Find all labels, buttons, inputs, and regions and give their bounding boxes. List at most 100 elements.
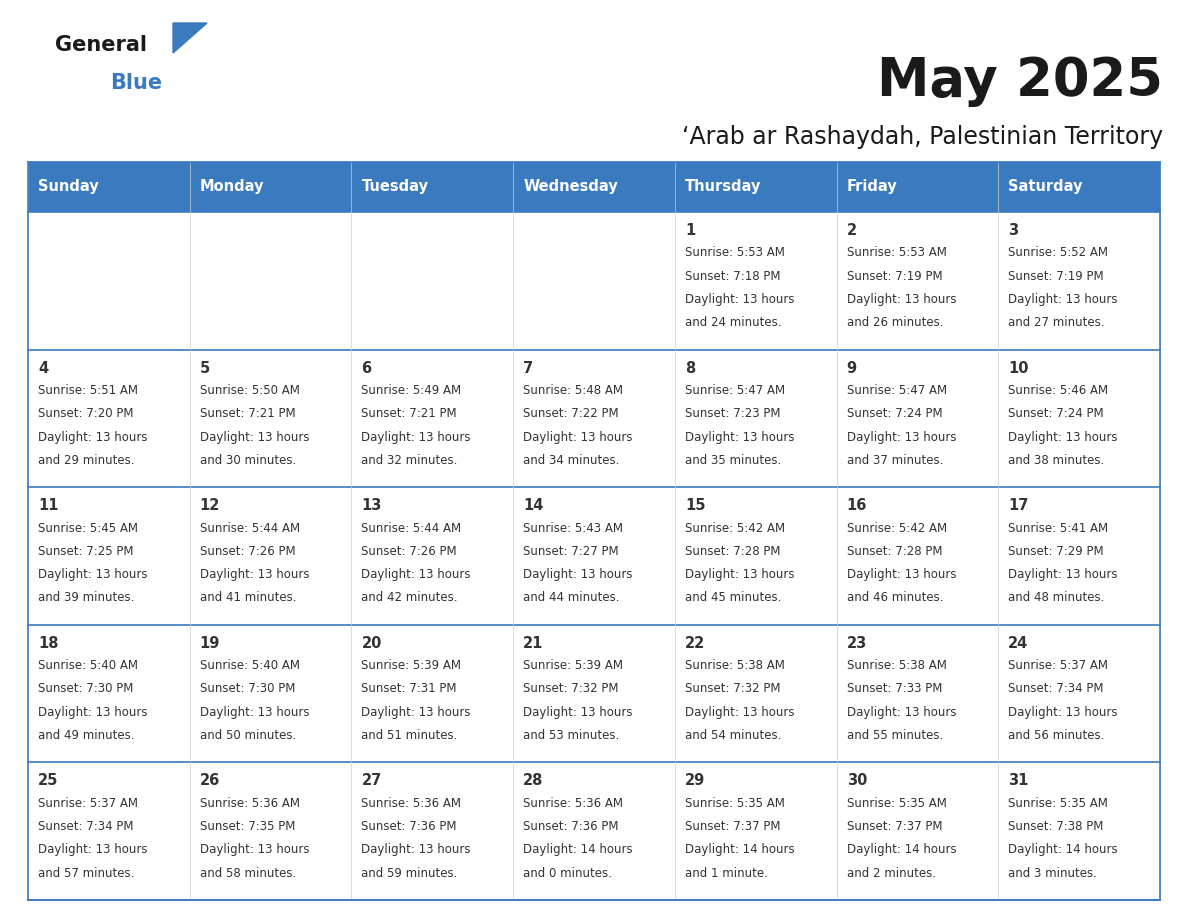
Text: Daylight: 13 hours: Daylight: 13 hours [361, 568, 470, 581]
Text: and 24 minutes.: and 24 minutes. [684, 316, 782, 330]
Text: Sunrise: 5:40 AM: Sunrise: 5:40 AM [200, 659, 299, 672]
Text: and 56 minutes.: and 56 minutes. [1009, 729, 1105, 742]
Text: Sunset: 7:36 PM: Sunset: 7:36 PM [523, 820, 619, 833]
Text: Sunrise: 5:42 AM: Sunrise: 5:42 AM [684, 521, 785, 534]
Text: 27: 27 [361, 773, 381, 789]
Text: and 34 minutes.: and 34 minutes. [523, 453, 619, 467]
Text: Daylight: 13 hours: Daylight: 13 hours [684, 568, 795, 581]
Text: Sunset: 7:21 PM: Sunset: 7:21 PM [200, 408, 296, 420]
Text: Daylight: 13 hours: Daylight: 13 hours [200, 431, 309, 443]
Text: and 3 minutes.: and 3 minutes. [1009, 867, 1098, 879]
Text: Daylight: 13 hours: Daylight: 13 hours [361, 431, 470, 443]
Text: May 2025: May 2025 [877, 55, 1163, 107]
Text: and 46 minutes.: and 46 minutes. [847, 591, 943, 604]
Text: Daylight: 13 hours: Daylight: 13 hours [523, 706, 633, 719]
Text: Sunset: 7:19 PM: Sunset: 7:19 PM [847, 270, 942, 283]
Text: and 29 minutes.: and 29 minutes. [38, 453, 134, 467]
Text: Sunrise: 5:40 AM: Sunrise: 5:40 AM [38, 659, 138, 672]
Text: and 58 minutes.: and 58 minutes. [200, 867, 296, 879]
Bar [352, 487, 513, 625]
Text: and 54 minutes.: and 54 minutes. [684, 729, 782, 742]
Text: Sunrise: 5:42 AM: Sunrise: 5:42 AM [847, 521, 947, 534]
Text: Sunset: 7:28 PM: Sunset: 7:28 PM [684, 544, 781, 558]
Text: Sunrise: 5:48 AM: Sunrise: 5:48 AM [523, 384, 624, 397]
Text: 14: 14 [523, 498, 544, 513]
Text: 4: 4 [38, 361, 49, 375]
Text: Sunset: 7:33 PM: Sunset: 7:33 PM [847, 682, 942, 696]
Text: Sunrise: 5:37 AM: Sunrise: 5:37 AM [38, 797, 138, 810]
Text: Sunrise: 5:35 AM: Sunrise: 5:35 AM [847, 797, 947, 810]
Text: Sunrise: 5:36 AM: Sunrise: 5:36 AM [361, 797, 461, 810]
Text: 30: 30 [847, 773, 867, 789]
Text: 13: 13 [361, 498, 381, 513]
Text: Sunset: 7:18 PM: Sunset: 7:18 PM [684, 270, 781, 283]
Text: Sunset: 7:37 PM: Sunset: 7:37 PM [847, 820, 942, 833]
Text: and 41 minutes.: and 41 minutes. [200, 591, 296, 604]
Text: Daylight: 13 hours: Daylight: 13 hours [847, 568, 956, 581]
Text: and 57 minutes.: and 57 minutes. [38, 867, 134, 879]
Text: Sunset: 7:32 PM: Sunset: 7:32 PM [684, 682, 781, 696]
Bar [190, 625, 352, 763]
Bar [190, 763, 352, 900]
Text: ‘Arab ar Rashaydah, Palestinian Territory: ‘Arab ar Rashaydah, Palestinian Territor… [682, 125, 1163, 149]
Text: 18: 18 [38, 636, 58, 651]
Text: and 53 minutes.: and 53 minutes. [523, 729, 619, 742]
Text: Wednesday: Wednesday [523, 180, 618, 195]
Text: Daylight: 13 hours: Daylight: 13 hours [523, 431, 633, 443]
Text: Daylight: 14 hours: Daylight: 14 hours [1009, 844, 1118, 856]
Text: Daylight: 13 hours: Daylight: 13 hours [684, 706, 795, 719]
Bar [836, 350, 998, 487]
Text: Sunset: 7:20 PM: Sunset: 7:20 PM [38, 408, 133, 420]
Text: Sunrise: 5:53 AM: Sunrise: 5:53 AM [847, 246, 947, 259]
Text: Sunrise: 5:39 AM: Sunrise: 5:39 AM [523, 659, 624, 672]
Text: General: General [55, 35, 147, 55]
Text: 16: 16 [847, 498, 867, 513]
Text: Sunrise: 5:53 AM: Sunrise: 5:53 AM [684, 246, 785, 259]
Text: and 42 minutes.: and 42 minutes. [361, 591, 457, 604]
Text: Daylight: 14 hours: Daylight: 14 hours [684, 844, 795, 856]
Text: 31: 31 [1009, 773, 1029, 789]
Text: 19: 19 [200, 636, 220, 651]
Bar [675, 625, 836, 763]
Text: Sunrise: 5:36 AM: Sunrise: 5:36 AM [523, 797, 624, 810]
Text: Daylight: 13 hours: Daylight: 13 hours [38, 568, 147, 581]
Bar [513, 487, 675, 625]
Text: Daylight: 13 hours: Daylight: 13 hours [200, 568, 309, 581]
Text: Tuesday: Tuesday [361, 180, 429, 195]
Text: Sunset: 7:32 PM: Sunset: 7:32 PM [523, 682, 619, 696]
Bar [352, 350, 513, 487]
Text: 11: 11 [38, 498, 58, 513]
Text: and 27 minutes.: and 27 minutes. [1009, 316, 1105, 330]
Text: 25: 25 [38, 773, 58, 789]
Bar [675, 212, 836, 350]
Text: Sunset: 7:24 PM: Sunset: 7:24 PM [1009, 408, 1104, 420]
Text: Sunset: 7:34 PM: Sunset: 7:34 PM [1009, 682, 1104, 696]
Text: Sunrise: 5:35 AM: Sunrise: 5:35 AM [684, 797, 785, 810]
Text: Daylight: 13 hours: Daylight: 13 hours [361, 706, 470, 719]
Text: 8: 8 [684, 361, 695, 375]
Text: Sunrise: 5:52 AM: Sunrise: 5:52 AM [1009, 246, 1108, 259]
Bar [352, 763, 513, 900]
Text: and 37 minutes.: and 37 minutes. [847, 453, 943, 467]
Bar [29, 763, 190, 900]
Bar [190, 350, 352, 487]
Text: Daylight: 13 hours: Daylight: 13 hours [38, 706, 147, 719]
Text: and 51 minutes.: and 51 minutes. [361, 729, 457, 742]
Text: Sunset: 7:35 PM: Sunset: 7:35 PM [200, 820, 295, 833]
Text: Sunrise: 5:43 AM: Sunrise: 5:43 AM [523, 521, 624, 534]
Text: and 38 minutes.: and 38 minutes. [1009, 453, 1105, 467]
Text: Thursday: Thursday [684, 180, 762, 195]
Text: Daylight: 13 hours: Daylight: 13 hours [847, 431, 956, 443]
Text: 28: 28 [523, 773, 544, 789]
Bar [29, 625, 190, 763]
Text: Sunrise: 5:38 AM: Sunrise: 5:38 AM [847, 659, 947, 672]
Text: Sunset: 7:36 PM: Sunset: 7:36 PM [361, 820, 457, 833]
Bar [29, 212, 190, 350]
Text: Sunrise: 5:36 AM: Sunrise: 5:36 AM [200, 797, 299, 810]
Text: 3: 3 [1009, 223, 1018, 238]
Text: and 44 minutes.: and 44 minutes. [523, 591, 620, 604]
Text: Daylight: 13 hours: Daylight: 13 hours [1009, 431, 1118, 443]
Text: Daylight: 14 hours: Daylight: 14 hours [523, 844, 633, 856]
Text: Blue: Blue [110, 73, 162, 93]
Bar [352, 212, 513, 350]
